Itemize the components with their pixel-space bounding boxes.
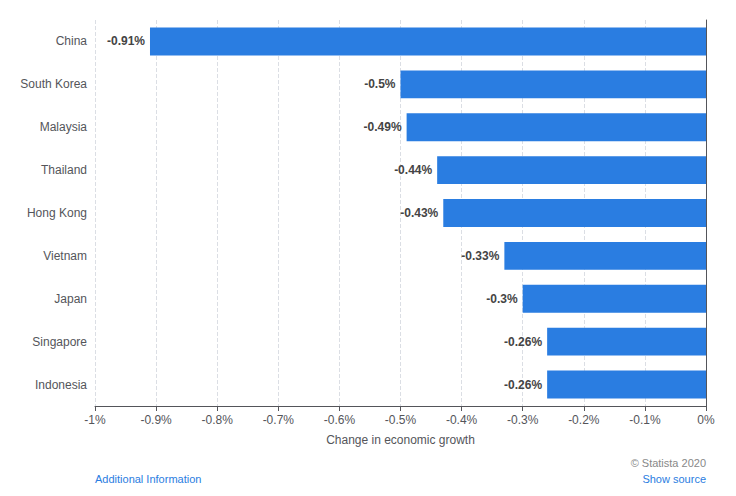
svg-text:China: China [56,34,88,48]
svg-text:-0.33%: -0.33% [461,249,499,263]
svg-text:Change in economic growth: Change in economic growth [326,433,475,447]
svg-text:-0.4%: -0.4% [446,413,478,427]
svg-text:-0.7%: -0.7% [263,413,295,427]
svg-text:-0.91%: -0.91% [107,34,145,48]
svg-text:Show source: Show source [642,473,706,485]
svg-text:0%: 0% [697,413,715,427]
svg-text:-0.26%: -0.26% [504,335,542,349]
svg-text:-0.5%: -0.5% [364,77,396,91]
svg-text:-0.26%: -0.26% [504,378,542,392]
svg-text:Malaysia: Malaysia [40,120,88,134]
svg-text:-0.5%: -0.5% [385,413,417,427]
svg-text:Singapore: Singapore [32,335,87,349]
svg-text:Indonesia: Indonesia [35,378,87,392]
svg-text:Vietnam: Vietnam [43,249,87,263]
svg-text:-0.43%: -0.43% [400,206,438,220]
svg-text:-0.6%: -0.6% [324,413,356,427]
svg-text:Thailand: Thailand [41,163,87,177]
svg-text:South Korea: South Korea [20,77,87,91]
svg-text:-0.9%: -0.9% [140,413,172,427]
svg-text:Additional Information: Additional Information [95,473,201,485]
svg-text:-1%: -1% [84,413,106,427]
svg-text:Japan: Japan [54,292,87,306]
svg-text:-0.44%: -0.44% [394,163,432,177]
svg-text:-0.1%: -0.1% [629,413,661,427]
svg-text:© Statista 2020: © Statista 2020 [631,457,706,469]
svg-text:-0.49%: -0.49% [364,120,402,134]
svg-text:-0.2%: -0.2% [568,413,600,427]
svg-text:-0.3%: -0.3% [486,292,518,306]
svg-text:-0.3%: -0.3% [507,413,539,427]
svg-text:-0.8%: -0.8% [202,413,234,427]
svg-text:Hong Kong: Hong Kong [27,206,87,220]
